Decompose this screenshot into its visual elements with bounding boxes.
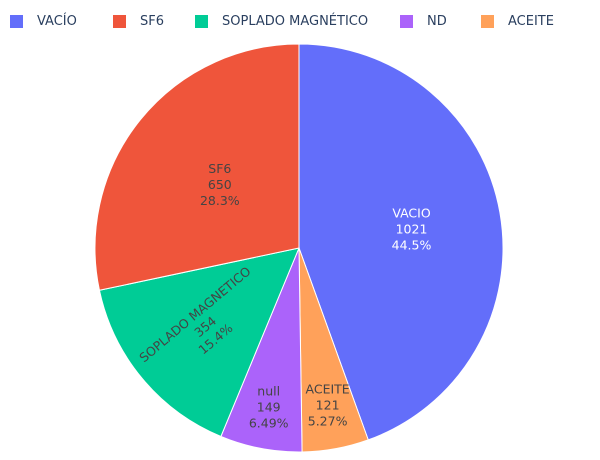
chart-legend: VACÍO SF6 SOPLADO MAGNÉTICO ND ACEITE: [0, 0, 600, 40]
legend-item-sf6[interactable]: SF6: [113, 12, 164, 30]
slice-label-value: 149: [257, 399, 281, 414]
legend-label-vacio: VACÍO: [37, 13, 77, 29]
slice-label-value: 121: [316, 398, 340, 413]
legend-label-sf6: SF6: [140, 13, 165, 29]
legend-label-nd: ND: [427, 13, 447, 29]
legend-item-nd[interactable]: ND: [400, 12, 447, 30]
slice-label-value: 1021: [396, 221, 428, 236]
pie-slice-sf6[interactable]: [94, 43, 300, 291]
slice-label-name: VACIO: [392, 205, 430, 220]
legend-swatch-nd: [400, 14, 413, 28]
legend-swatch-sf6: [113, 14, 126, 28]
slice-label-name: null: [257, 383, 280, 398]
slice-label-percent: 28.3%: [200, 193, 240, 208]
legend-swatch-aceite: [481, 14, 494, 28]
slice-label-percent: 5.27%: [308, 414, 348, 429]
legend-item-soplado[interactable]: SOPLADO MAGNÉTICO: [195, 12, 368, 30]
pie-slices: [94, 43, 504, 453]
legend-swatch-vacio: [10, 14, 23, 28]
legend-item-aceite[interactable]: ACEITE: [481, 12, 554, 30]
slice-label-name: ACEITE: [306, 382, 350, 397]
pie-slice-vacio[interactable]: [298, 43, 504, 441]
slice-label-value: 650: [208, 177, 232, 192]
slice-label-percent: 6.49%: [249, 415, 289, 430]
pie-slice-soplado-magnetico[interactable]: [98, 247, 300, 438]
legend-swatch-soplado: [195, 14, 208, 28]
legend-label-aceite: ACEITE: [508, 13, 554, 29]
legend-item-vacio[interactable]: VACÍO: [10, 12, 77, 30]
slice-label-name: SF6: [208, 161, 231, 176]
slice-label-percent: 44.5%: [392, 237, 432, 252]
legend-label-soplado: SOPLADO MAGNÉTICO: [222, 13, 369, 29]
